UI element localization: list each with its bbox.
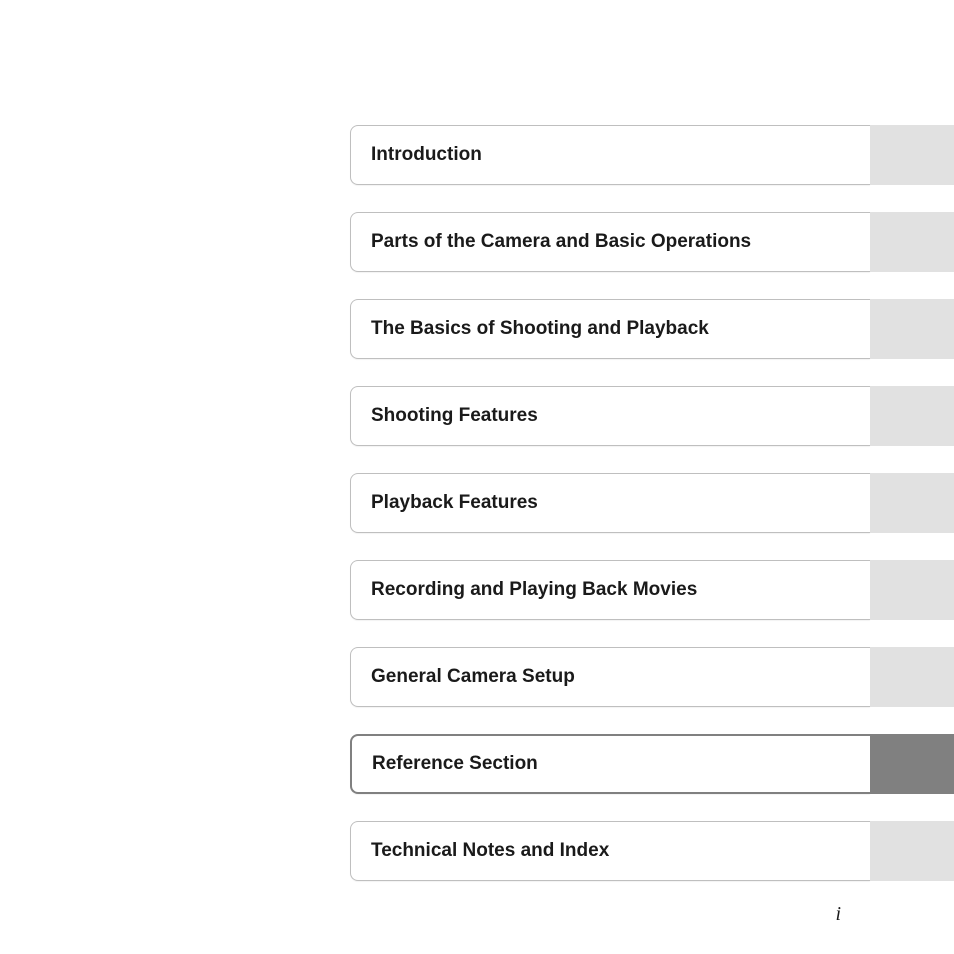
toc-item-shooting-features[interactable]: Shooting Features	[350, 386, 954, 446]
toc-label: Shooting Features	[350, 386, 870, 446]
toc-item-recording-playing-movies[interactable]: Recording and Playing Back Movies	[350, 560, 954, 620]
toc-label: General Camera Setup	[350, 647, 870, 707]
page-number: i	[835, 903, 841, 926]
toc-label: Parts of the Camera and Basic Operations	[350, 212, 870, 272]
table-of-contents: Introduction Parts of the Camera and Bas…	[350, 125, 954, 908]
toc-label: Technical Notes and Index	[350, 821, 870, 881]
toc-label: The Basics of Shooting and Playback	[350, 299, 870, 359]
toc-item-introduction[interactable]: Introduction	[350, 125, 954, 185]
toc-tab	[870, 386, 954, 446]
toc-item-technical-notes-index[interactable]: Technical Notes and Index	[350, 821, 954, 881]
toc-label: Reference Section	[350, 734, 870, 794]
toc-tab	[870, 821, 954, 881]
toc-label: Playback Features	[350, 473, 870, 533]
toc-item-reference-section[interactable]: Reference Section	[350, 734, 954, 794]
toc-tab	[870, 473, 954, 533]
toc-item-playback-features[interactable]: Playback Features	[350, 473, 954, 533]
toc-label: Introduction	[350, 125, 870, 185]
toc-label: Recording and Playing Back Movies	[350, 560, 870, 620]
toc-tab	[870, 125, 954, 185]
toc-item-parts-of-camera[interactable]: Parts of the Camera and Basic Operations	[350, 212, 954, 272]
toc-tab	[870, 647, 954, 707]
toc-item-basics-shooting-playback[interactable]: The Basics of Shooting and Playback	[350, 299, 954, 359]
toc-item-general-camera-setup[interactable]: General Camera Setup	[350, 647, 954, 707]
toc-tab	[870, 212, 954, 272]
toc-tab	[870, 299, 954, 359]
toc-tab	[870, 734, 954, 794]
toc-tab	[870, 560, 954, 620]
